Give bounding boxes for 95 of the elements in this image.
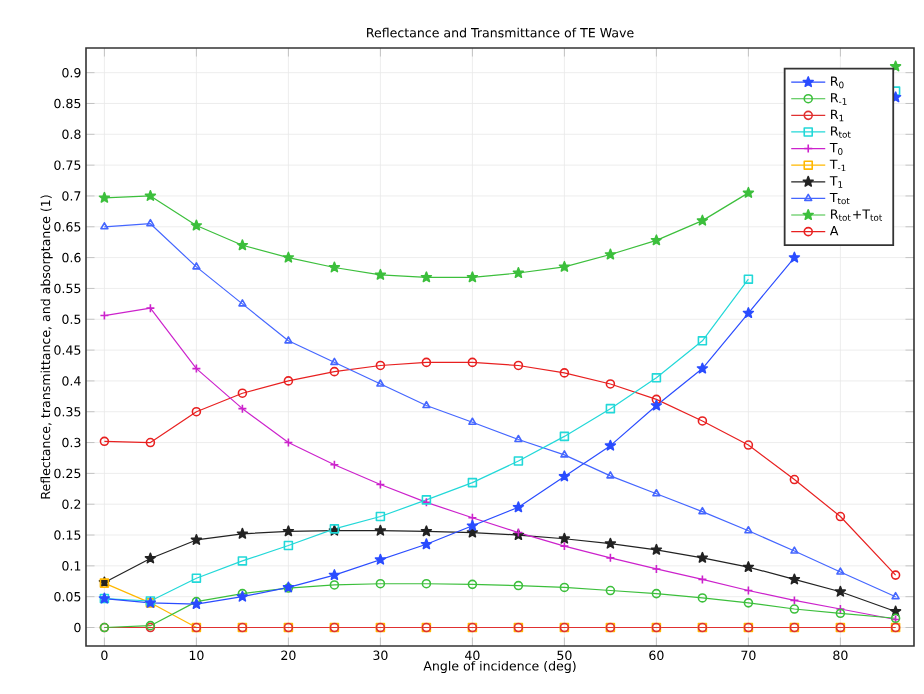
point (744, 525, 753, 534)
point (192, 262, 201, 270)
point (236, 239, 249, 251)
point (284, 336, 293, 344)
point (605, 379, 616, 389)
point (420, 525, 433, 537)
point (283, 540, 294, 551)
point (329, 580, 340, 590)
point (191, 573, 202, 583)
point (328, 569, 341, 581)
point (835, 511, 846, 522)
point (282, 251, 295, 263)
point (605, 403, 616, 414)
point (466, 519, 479, 531)
point (604, 248, 617, 260)
point (743, 598, 754, 608)
point (559, 582, 570, 593)
point (466, 271, 479, 283)
point (789, 474, 800, 485)
point (512, 267, 525, 279)
point (651, 373, 662, 383)
point (889, 60, 902, 72)
point (652, 488, 661, 497)
point (697, 336, 708, 346)
point (98, 191, 111, 203)
point (238, 299, 247, 307)
point (468, 417, 477, 425)
point (282, 525, 295, 537)
point (421, 357, 432, 368)
point (467, 477, 478, 488)
point (467, 357, 478, 368)
point (146, 218, 155, 227)
point (697, 593, 708, 603)
point (743, 440, 754, 450)
point (375, 578, 386, 589)
point (328, 261, 341, 273)
point (376, 379, 385, 387)
point (697, 416, 708, 426)
point (236, 527, 249, 539)
point (606, 471, 615, 479)
point (604, 439, 617, 451)
point (374, 268, 387, 280)
point (422, 400, 431, 409)
point (558, 260, 571, 272)
point (330, 357, 339, 366)
point (834, 585, 847, 597)
point (144, 552, 157, 564)
point (374, 524, 387, 536)
point (514, 434, 523, 443)
point (788, 251, 801, 263)
point (421, 578, 432, 589)
point (559, 368, 570, 378)
point (790, 546, 799, 554)
point (651, 588, 662, 599)
point (467, 579, 478, 590)
point (742, 561, 755, 573)
point (836, 567, 845, 575)
point (650, 543, 663, 555)
point (604, 537, 617, 549)
point (696, 551, 709, 563)
point (558, 532, 571, 544)
point (374, 553, 387, 565)
point (788, 573, 801, 585)
point (283, 376, 294, 386)
point (375, 360, 386, 371)
point (513, 580, 524, 591)
point (605, 585, 616, 596)
point (512, 501, 525, 513)
point (420, 271, 433, 283)
point (190, 219, 203, 231)
point (650, 399, 663, 411)
point (651, 394, 662, 405)
point (742, 186, 755, 198)
point (513, 360, 524, 371)
point (329, 366, 340, 377)
point (513, 456, 524, 466)
point (420, 538, 433, 550)
point (650, 234, 663, 246)
point (191, 406, 202, 417)
point (743, 274, 754, 284)
point (698, 506, 707, 515)
point (237, 556, 248, 566)
point (560, 450, 569, 458)
point (789, 604, 800, 614)
point (190, 533, 203, 545)
point (145, 437, 156, 448)
point (375, 511, 386, 522)
point (742, 307, 755, 319)
point (835, 608, 846, 619)
point (237, 388, 248, 399)
point (696, 214, 709, 226)
point (144, 189, 157, 201)
point (558, 470, 571, 482)
point (559, 431, 570, 442)
point (696, 362, 709, 374)
